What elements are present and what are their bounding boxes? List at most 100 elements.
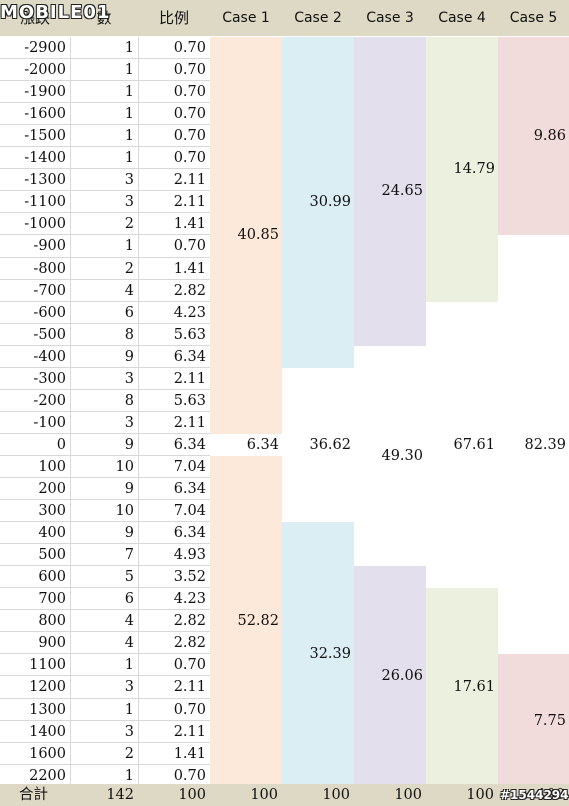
cell-count: 3 <box>124 194 134 211</box>
case-segment-value: 40.85 <box>237 227 279 244</box>
case-segment-value: 9.86 <box>533 128 566 145</box>
cell-count: 8 <box>124 392 134 409</box>
footer-case-2: 100 <box>322 787 350 803</box>
row-gridline <box>0 212 210 214</box>
header-case-5: Case 5 <box>509 10 558 26</box>
case-segment-value: 14.79 <box>453 161 495 178</box>
row-gridline <box>0 609 210 611</box>
cell-ratio: 5.63 <box>173 392 206 409</box>
row-gridline <box>0 80 210 82</box>
cell-count: 3 <box>124 414 134 431</box>
cell-ratio: 2.11 <box>173 679 206 696</box>
row-gridline <box>0 477 210 478</box>
row-gridline <box>0 719 210 721</box>
cell-change: 1200 <box>29 679 66 696</box>
footer-case-5: 100 <box>537 787 565 803</box>
header-case-4: Case 4 <box>438 10 486 26</box>
case-segment-value: 6.34 <box>246 436 279 453</box>
row-gridline <box>0 565 210 567</box>
case-5-segment: 82.39 <box>498 235 569 655</box>
row-gridline <box>0 124 210 126</box>
header-case-1: Case 1 <box>222 10 270 26</box>
cell-count: 9 <box>124 348 134 365</box>
mobile01-logo: MOBILE01 <box>0 2 111 23</box>
row-gridline <box>0 454 210 456</box>
row-gridline <box>0 322 210 324</box>
row-gridline <box>0 102 210 104</box>
case-3-segment: 26.06 <box>354 566 426 787</box>
case-4-segment: 67.61 <box>426 301 498 589</box>
cell-change: 200 <box>38 481 66 497</box>
cell-change: -1900 <box>24 84 66 101</box>
case-segment-value: 32.39 <box>309 646 351 663</box>
footer-case-4: 100 <box>466 787 494 803</box>
row-gridline <box>0 234 210 236</box>
cell-count: 10 <box>115 503 134 520</box>
row-gridline <box>0 543 210 545</box>
cell-ratio: 7.04 <box>173 458 206 475</box>
cell-count: 4 <box>124 635 134 652</box>
case-segment-value: 24.65 <box>381 183 423 200</box>
cell-count: 1 <box>124 238 134 255</box>
case-2-segment: 36.62 <box>282 367 354 523</box>
cell-count: 1 <box>124 150 134 167</box>
cell-ratio: 3.52 <box>173 569 206 586</box>
cell-count: 3 <box>124 679 134 696</box>
cell-count: 8 <box>124 326 134 343</box>
case-segment-value: 7.75 <box>533 712 566 729</box>
footer-case-3: 100 <box>394 787 422 803</box>
cell-count: 1 <box>124 657 134 674</box>
cell-count: 2 <box>124 745 134 762</box>
cell-ratio: 2.11 <box>173 172 206 189</box>
cell-count: 1 <box>124 128 134 145</box>
cell-ratio: 2.11 <box>173 194 206 211</box>
case-segment-value: 82.39 <box>524 436 566 453</box>
case-segment-value: 67.61 <box>453 436 495 453</box>
cell-count: 1 <box>124 40 134 56</box>
case-2-segment: 30.99 <box>282 37 354 368</box>
cell-count: 5 <box>124 569 134 586</box>
cell-ratio: 0.70 <box>173 701 206 718</box>
case-5-segment: 7.75 <box>498 654 569 787</box>
cell-change: 300 <box>38 503 66 520</box>
cell-change: 1100 <box>29 657 66 674</box>
cell-change: -1400 <box>24 150 66 167</box>
cell-ratio: 4.93 <box>173 547 206 564</box>
footer-label: 合計 <box>19 787 48 803</box>
cell-change: -1000 <box>24 216 66 233</box>
row-gridline <box>0 587 210 589</box>
cell-change: 0 <box>56 436 66 453</box>
row-gridline <box>0 499 210 501</box>
header-ratio: 比例 <box>158 9 189 27</box>
cell-count: 2 <box>124 216 134 233</box>
cell-count: 1 <box>124 106 134 123</box>
case-1-segment: 6.34 <box>210 433 282 456</box>
cell-ratio: 0.70 <box>173 657 206 674</box>
cell-change: 500 <box>38 547 66 564</box>
case-segment-value: 49.30 <box>381 447 423 464</box>
row-gridline <box>0 278 210 280</box>
case-segment-value: 30.99 <box>309 194 351 211</box>
cell-change: -1100 <box>24 194 66 211</box>
cell-ratio: 6.34 <box>173 348 206 365</box>
footer-ratio: 100 <box>178 787 206 803</box>
cell-count: 2 <box>124 260 134 277</box>
cell-ratio: 6.34 <box>173 436 206 453</box>
row-gridline <box>0 58 210 60</box>
row-gridline <box>0 190 210 192</box>
header-case-3: Case 3 <box>366 10 414 26</box>
cell-change: -2000 <box>24 62 66 79</box>
cell-count: 1 <box>124 62 134 79</box>
cell-ratio: 6.34 <box>173 481 206 497</box>
cell-ratio: 0.70 <box>173 150 206 167</box>
header-band <box>0 0 569 36</box>
case-1-segment: 52.82 <box>210 455 282 787</box>
row-gridline <box>0 410 210 412</box>
header-count: 數 <box>96 9 112 27</box>
cell-change: 600 <box>38 569 66 586</box>
row-gridline <box>0 256 210 258</box>
cell-change: -400 <box>33 348 66 365</box>
cell-change: -200 <box>33 392 66 409</box>
row-gridline <box>0 432 210 434</box>
